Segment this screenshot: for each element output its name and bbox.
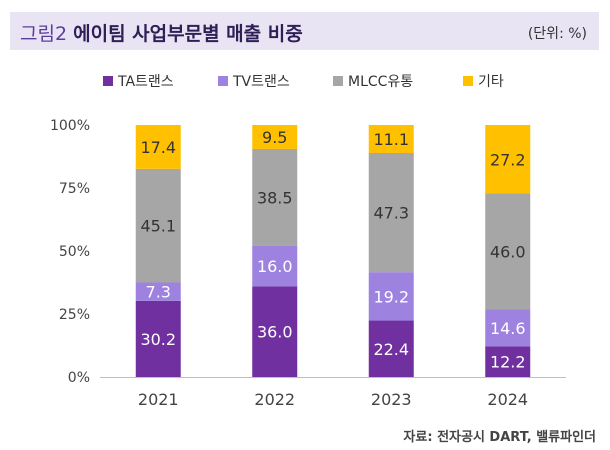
unit-label: (단위: %) (527, 26, 587, 42)
bar-segment (252, 148, 298, 246)
legend-label: TA트랜스 (117, 74, 174, 90)
y-axis: 0% 25% 50% 75% 100% (50, 118, 90, 386)
figure-label: 그림2 (20, 23, 68, 45)
data-label: 45.1 (140, 217, 176, 236)
data-label: 38.5 (257, 188, 293, 207)
legend-swatch (103, 76, 113, 86)
bar-segment (485, 125, 531, 194)
bar-segment (135, 282, 181, 301)
legend-label: TV트랜스 (232, 74, 290, 90)
data-label: 7.3 (146, 283, 171, 302)
bar-segment (368, 152, 414, 273)
x-tick-label: 2021 (138, 390, 179, 409)
data-label: 19.2 (373, 287, 409, 306)
data-label: 36.0 (257, 323, 293, 342)
legend-label: 기타 (478, 74, 504, 90)
bar-segment (485, 193, 531, 310)
data-label: 46.0 (490, 243, 526, 262)
title-text: 에이팀 사업부문별 매출 비중 (73, 23, 303, 45)
source-note: 자료: 전자공시 DART, 밸류파인더 (403, 430, 596, 445)
data-label: 47.3 (373, 204, 409, 223)
legend-swatch (333, 76, 343, 86)
bar-segment (485, 346, 531, 377)
x-tick-label: 2024 (487, 390, 528, 409)
bar-segment (135, 300, 181, 377)
bar-segment (485, 309, 531, 347)
bar-segment (135, 125, 181, 169)
y-tick-label: 50% (59, 244, 90, 260)
y-tick-label: 75% (59, 181, 90, 197)
header-banner: 그림2 에이팀 사업부문별 매출 비중 (단위: %) (10, 12, 599, 50)
bar-segment (252, 286, 298, 377)
data-label: 14.6 (490, 319, 526, 338)
data-label: 30.2 (140, 330, 176, 349)
bar-segment (368, 272, 414, 321)
bar-segment (368, 320, 414, 377)
data-label: 16.0 (257, 257, 293, 276)
bar-segment (368, 125, 414, 153)
bar-segment (252, 125, 298, 149)
y-tick-label: 25% (59, 307, 90, 323)
bar-segment (252, 245, 298, 287)
legend: TA트랜스 TV트랜스 MLCC유통 기타 (103, 74, 504, 90)
bar-segment (135, 168, 181, 283)
x-tick-label: 2023 (371, 390, 412, 409)
data-label: 12.2 (490, 353, 526, 372)
x-tick-label: 2022 (254, 390, 295, 409)
data-label: 27.2 (490, 150, 526, 169)
chart-title: 그림2 에이팀 사업부문별 매출 비중 (20, 19, 303, 46)
legend-swatch (218, 76, 228, 86)
legend-label: MLCC유통 (348, 74, 413, 90)
data-label: 9.5 (262, 128, 287, 147)
data-label: 11.1 (373, 130, 409, 149)
y-tick-label: 0% (68, 370, 90, 386)
bars: 30.2 7.3 45.1 17.4 36.0 16.0 38.5 9.5 22.4 19.2 47… (135, 125, 531, 377)
x-axis: 2021 2022 2023 2024 (100, 377, 566, 409)
data-label: 22.4 (373, 340, 409, 359)
y-tick-label: 100% (50, 118, 90, 134)
data-label: 17.4 (140, 138, 176, 157)
legend-swatch (463, 76, 473, 86)
